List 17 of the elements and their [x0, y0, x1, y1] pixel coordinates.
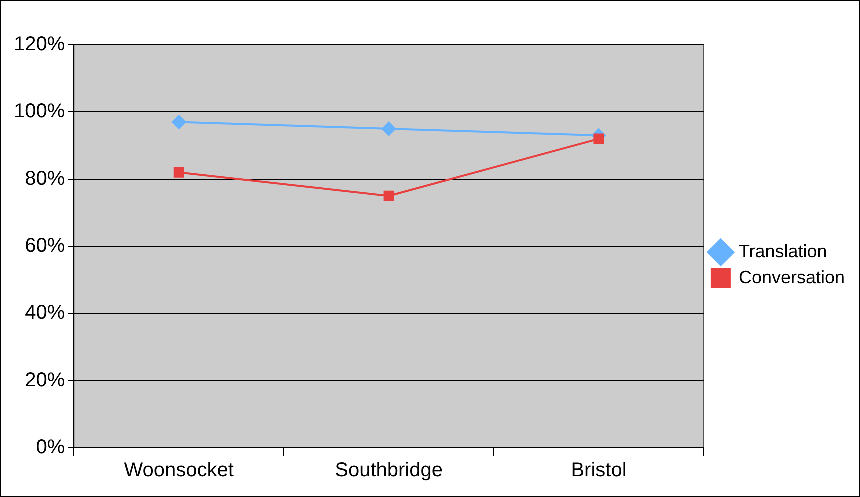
point — [382, 122, 396, 136]
y-tick-label: 20% — [25, 369, 66, 392]
point — [172, 115, 186, 130]
x-tick-label: Bristol — [571, 460, 627, 482]
y-tick-label: 120% — [14, 34, 66, 56]
point — [594, 134, 604, 144]
y-tick-label: 40% — [25, 302, 66, 324]
x-tick-label: Woonsocket — [124, 460, 234, 482]
legend-label: Translation — [738, 241, 828, 262]
legend-label: Conversation — [738, 267, 846, 288]
y-tick-label: 100% — [14, 100, 66, 123]
y-tick-label: 0% — [36, 436, 66, 459]
point — [174, 167, 184, 178]
y-tick-label: 60% — [25, 235, 66, 258]
point — [384, 190, 394, 202]
y-tick-label: 80% — [25, 168, 66, 190]
x-tick-label: Southbridge — [335, 460, 443, 482]
